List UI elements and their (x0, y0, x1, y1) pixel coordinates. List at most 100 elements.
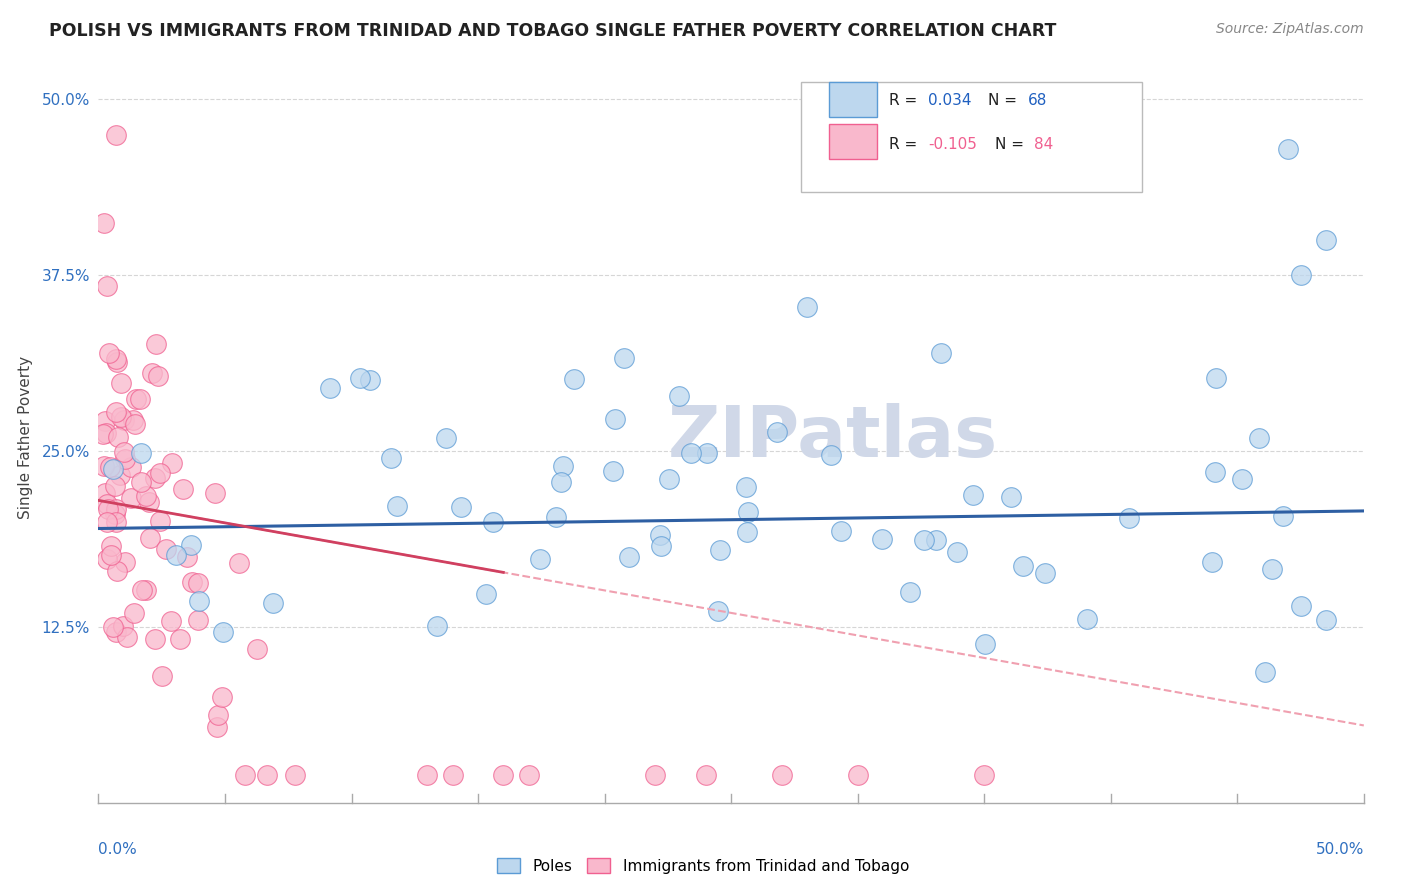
Point (122, 607, 145, 621)
Point (658, 472, 681, 486)
Point (228, 556, 250, 570)
Point (100, 539, 122, 553)
Point (135, 583, 157, 598)
Point (735, 525, 758, 540)
Point (830, 524, 852, 538)
Point (696, 446, 718, 460)
Point (1277, 142, 1299, 156)
Point (284, 767, 307, 781)
Point (1272, 509, 1295, 524)
Point (709, 542, 731, 557)
Point (145, 337, 167, 351)
Point (426, 619, 449, 633)
Point (695, 767, 717, 781)
Point (986, 169, 1008, 184)
Point (96, 552, 118, 566)
Point (180, 538, 202, 552)
Point (1033, 566, 1056, 580)
Text: 50.0%: 50.0% (1316, 842, 1364, 857)
Text: R =: R = (889, 93, 922, 108)
Point (172, 482, 194, 496)
Point (107, 430, 129, 444)
Point (1000, 491, 1022, 505)
Point (1254, 665, 1277, 679)
Point (650, 527, 672, 541)
Point (1201, 555, 1223, 569)
Point (97, 346, 120, 360)
Point (359, 373, 381, 387)
Point (155, 541, 177, 556)
Point (212, 625, 235, 640)
Point (110, 410, 132, 425)
Point (101, 619, 124, 633)
Point (553, 458, 575, 473)
Point (101, 461, 124, 475)
Point (176, 549, 198, 564)
FancyBboxPatch shape (828, 82, 877, 118)
Point (1289, 599, 1312, 613)
Point (613, 351, 636, 366)
Point (945, 544, 967, 558)
Point (441, 767, 464, 781)
Point (929, 345, 952, 359)
Point (97, 501, 120, 516)
Point (149, 515, 172, 529)
Point (1315, 613, 1337, 627)
Text: ZIPatlas: ZIPatlas (668, 402, 997, 472)
Point (120, 459, 142, 474)
Text: R =: R = (889, 137, 922, 152)
Point (737, 505, 759, 519)
Y-axis label: Single Father Poverty: Single Father Poverty (18, 356, 34, 518)
Point (820, 448, 842, 462)
Point (96, 515, 118, 529)
Point (1289, 268, 1312, 283)
Point (436, 431, 458, 445)
Point (256, 767, 278, 781)
Point (94, 486, 117, 500)
Point (93, 426, 115, 441)
Point (93, 216, 115, 230)
Point (181, 575, 204, 590)
Point (160, 456, 183, 470)
Text: N =: N = (994, 137, 1029, 152)
Point (1011, 558, 1033, 573)
Point (319, 381, 342, 395)
Point (145, 471, 167, 485)
Point (105, 351, 128, 366)
Point (1232, 472, 1254, 486)
Point (766, 425, 789, 440)
Point (707, 603, 730, 617)
Point (870, 533, 893, 547)
Point (105, 515, 128, 529)
Point (517, 767, 540, 781)
Point (100, 548, 122, 562)
Point (160, 615, 183, 629)
Point (104, 405, 127, 419)
Point (385, 499, 408, 513)
Point (141, 366, 163, 380)
FancyBboxPatch shape (800, 82, 1142, 192)
Point (93, 458, 115, 473)
Point (211, 690, 233, 704)
Point (246, 641, 269, 656)
Point (145, 632, 167, 646)
Point (149, 466, 172, 480)
Point (96, 426, 118, 441)
Point (146, 368, 169, 383)
Point (104, 625, 127, 640)
Point (98, 459, 121, 474)
Point (668, 389, 690, 403)
Point (262, 596, 284, 610)
Point (124, 417, 146, 431)
Point (973, 637, 995, 651)
Point (187, 576, 209, 591)
Point (1315, 233, 1337, 247)
Point (562, 372, 585, 386)
Text: 0.0%: 0.0% (98, 842, 138, 857)
Point (135, 489, 157, 503)
Point (112, 412, 135, 426)
Point (679, 446, 702, 460)
Point (169, 632, 191, 646)
Point (105, 128, 128, 142)
Point (550, 475, 572, 489)
